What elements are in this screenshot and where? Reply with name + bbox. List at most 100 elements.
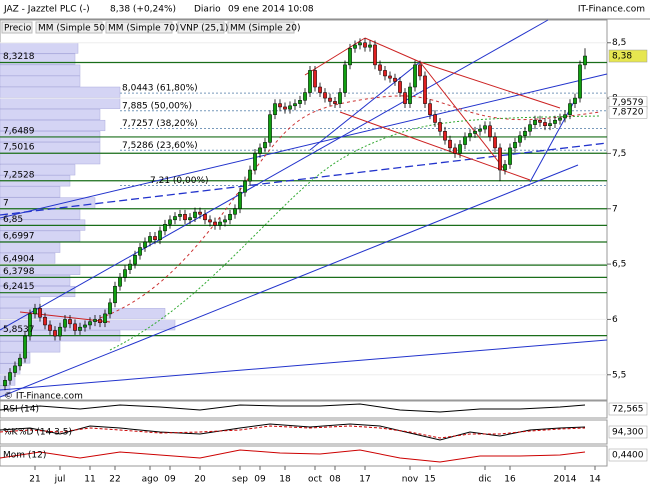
x-tick-label: 2014 [554, 475, 577, 485]
candle-body [208, 219, 212, 223]
candle-body [558, 117, 562, 121]
candle-body [228, 214, 232, 221]
y-tick-label: 6 [612, 315, 618, 325]
level-label: 6,2415 [3, 282, 35, 292]
plot-frame [0, 19, 608, 401]
indicator-tag [608, 425, 648, 439]
x-tick-label: 17 [359, 475, 370, 485]
indicator-value: 72,565 [612, 405, 644, 415]
price-tag-label: 7,9579 [612, 98, 644, 108]
candle-body [518, 135, 522, 143]
candle-body [438, 122, 442, 132]
candle-body [188, 217, 192, 221]
candle-body [453, 147, 457, 154]
y-tick-label: 5,5 [612, 370, 626, 380]
candle-body [168, 219, 172, 225]
candle-body [18, 357, 22, 367]
fib-label: 7,5286 (23,60%) [122, 141, 198, 151]
candle-body [203, 214, 207, 221]
candle-body [543, 122, 547, 127]
candle-body [328, 97, 332, 102]
legend-box [177, 21, 225, 34]
volume-profile-bar [0, 374, 16, 386]
volume-profile-bar [0, 308, 166, 320]
candle-body [158, 230, 162, 240]
x-tick-label: dic [478, 475, 491, 485]
x-tick-label: oct [308, 475, 322, 485]
candle-body [8, 372, 12, 381]
candle-body [353, 44, 357, 49]
candle-body [193, 211, 197, 218]
candle-body [243, 180, 247, 193]
candle-body [143, 241, 147, 248]
candle-body [263, 142, 267, 149]
candle-body [538, 119, 542, 123]
candle-body [68, 319, 72, 325]
candle-body [528, 124, 532, 132]
candle-body [448, 139, 452, 149]
x-tick-label: nov [402, 475, 419, 485]
candle-body [363, 42, 367, 48]
period: Diario [194, 5, 221, 15]
indicator-panels [0, 400, 608, 467]
candle-body [3, 380, 7, 387]
candle-body [293, 103, 297, 107]
x-tick-label: ago [142, 475, 159, 485]
candle-body [423, 75, 427, 104]
volume-profile-bar [0, 119, 106, 132]
candle-body [38, 308, 42, 318]
volume-profile-bar [0, 64, 81, 76]
indicator-name: %K [3, 428, 19, 438]
candle-body [338, 92, 342, 104]
candle-body [513, 142, 517, 149]
candle-body [378, 64, 382, 71]
x-tick-label: 08 [329, 475, 341, 485]
x-tick-label: 14 [589, 475, 601, 485]
candle-body [73, 323, 77, 331]
candle-body [98, 319, 102, 323]
x-tick-label: 16 [504, 475, 516, 485]
candle-body [248, 169, 252, 182]
candle-body [413, 64, 417, 88]
level-label: 7,5016 [3, 143, 35, 153]
candle-body [443, 131, 447, 141]
level-label: 6,85 [3, 215, 23, 225]
volume-profile-bar [0, 285, 76, 298]
symbol: JAZ - Jazztel PLC (-) [3, 5, 90, 15]
candle-body [83, 324, 87, 328]
candle-body [128, 263, 132, 270]
x-tick-label: 09 [164, 475, 176, 485]
x-tick-label: 18 [279, 475, 291, 485]
candle-body [433, 114, 437, 123]
quote: 8,38 (+0,24%) [110, 5, 176, 15]
volume-profile-bar [0, 241, 61, 253]
candle-body [123, 269, 127, 278]
candle-body [238, 191, 242, 210]
candle-body [303, 92, 307, 101]
candle-body [388, 75, 392, 79]
candles [3, 38, 587, 391]
x-tick-label: 15 [424, 475, 435, 485]
candle-body [13, 365, 17, 373]
candle-body [163, 223, 167, 232]
candle-body [343, 64, 347, 93]
candle-body [463, 136, 467, 145]
candle-body [553, 119, 557, 124]
candle-body [398, 81, 402, 93]
x-tick-label: 20 [194, 475, 206, 485]
candle-body [173, 216, 177, 221]
volume-profile-bar [0, 186, 61, 198]
candle-body [103, 313, 107, 323]
candle-body [138, 247, 142, 256]
candle-body [298, 100, 302, 104]
candle-body [48, 324, 52, 331]
candle-body [548, 123, 552, 126]
level-label: 6,6997 [3, 231, 35, 241]
candle-body [583, 55, 587, 66]
candle-body [288, 105, 292, 110]
indicator-name: Mom (12) [3, 451, 46, 461]
fib-label: 7,885 (50,00%) [122, 101, 192, 111]
price-tag-label: 8,38 [612, 52, 632, 62]
candle-body [473, 131, 477, 134]
